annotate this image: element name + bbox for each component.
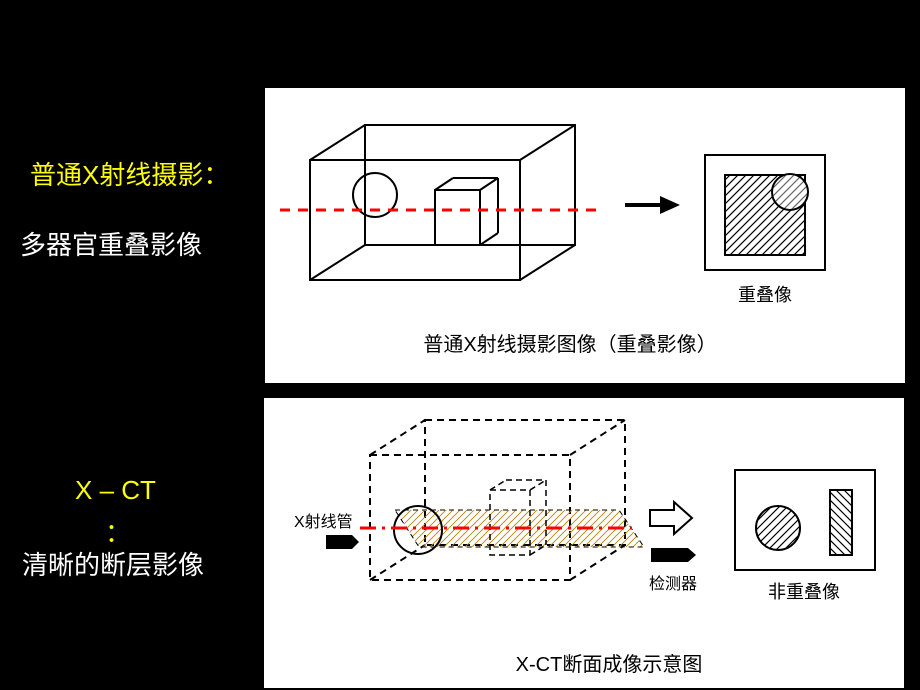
outline-arrow-icon xyxy=(650,502,692,534)
bottom-caption: X-CT断面成像示意图 xyxy=(434,648,784,677)
top-diagram-panel: 重叠像 普通X射线摄影图像（重叠影像） xyxy=(265,88,905,383)
top-subtitle: 多器官重叠影像 xyxy=(20,225,202,262)
xray-tube-label: X射线管 xyxy=(294,508,353,532)
title-text: 普通X射线摄影 xyxy=(30,160,203,190)
xray-tube-arrow-icon xyxy=(326,535,359,549)
ct-title-text: X – CT xyxy=(75,475,156,505)
top-result-label: 重叠像 xyxy=(725,281,805,307)
detector-label: 检测器 xyxy=(649,570,697,594)
box3d-icon xyxy=(310,125,575,280)
bottom-diagram-svg xyxy=(264,398,904,688)
detector-icon xyxy=(651,548,696,562)
overlap-circle-hatch xyxy=(772,174,808,210)
top-caption: 普通X射线摄影图像（重叠影像） xyxy=(345,328,795,357)
top-section: 普通X射线摄影： 多器官重叠影像 xyxy=(0,0,920,385)
bottom-title: X – CT xyxy=(75,475,156,506)
ct-box3d-icon xyxy=(370,420,625,580)
bottom-section: X – CT ： 清晰的断层影像 xyxy=(0,395,920,690)
bottom-subtitle: 清晰的断层影像 xyxy=(22,545,204,582)
arrow-icon xyxy=(625,196,680,214)
sep-bar-icon xyxy=(830,490,852,555)
bottom-diagram-panel: X射线管 检测器 非重叠像 X-CT断面成像示意图 xyxy=(264,398,904,688)
ct-result-frame xyxy=(735,470,875,570)
bottom-result-label: 非重叠像 xyxy=(754,578,854,604)
sep-circle-icon xyxy=(756,506,800,550)
colon-icon: ： xyxy=(203,160,229,190)
top-title: 普通X射线摄影： xyxy=(30,155,229,192)
